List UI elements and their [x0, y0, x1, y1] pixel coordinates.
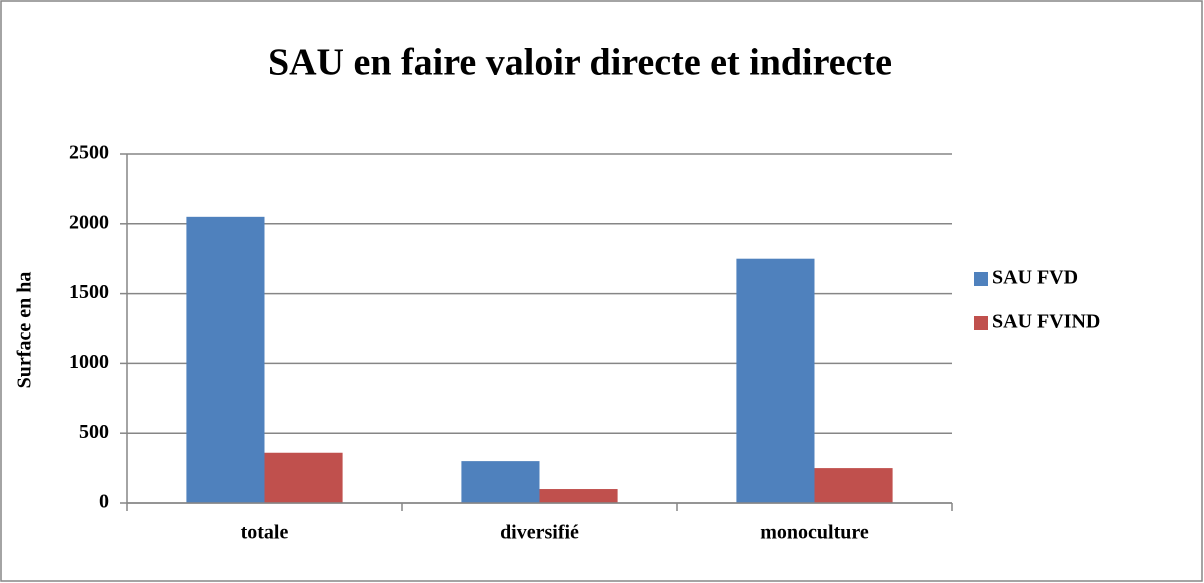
- y-tick-label: 500: [79, 421, 109, 443]
- y-tick-label: 2000: [69, 211, 109, 233]
- legend-label: SAU FVIND: [992, 311, 1100, 333]
- legend-swatch: [974, 316, 988, 330]
- bar: [264, 452, 343, 503]
- y-tick-label: 0: [99, 491, 109, 513]
- y-tick-label: 2500: [69, 142, 109, 164]
- chart-title: SAU en faire valoir directe et indirecte: [268, 42, 892, 84]
- bar: [186, 216, 265, 503]
- y-tick-label: 1500: [69, 281, 109, 303]
- legend-swatch: [974, 272, 988, 286]
- bar: [814, 468, 893, 503]
- x-tick-label: totale: [241, 522, 289, 544]
- bar: [736, 258, 815, 503]
- bar: [539, 489, 618, 503]
- y-axis-label: Surface en ha: [14, 272, 36, 389]
- y-tick-label: 1000: [69, 351, 109, 373]
- x-tick-label: monoculture: [760, 522, 869, 544]
- bar: [461, 461, 540, 503]
- x-tick-label: diversifié: [500, 522, 579, 544]
- legend-label: SAU FVD: [992, 267, 1078, 289]
